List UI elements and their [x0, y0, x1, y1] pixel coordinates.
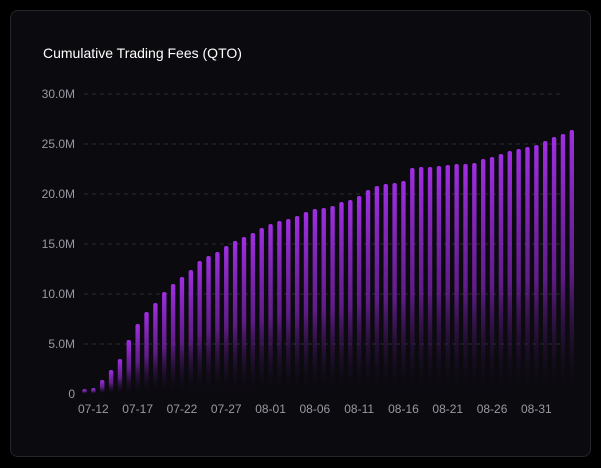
bar-09-03[interactable]	[560, 134, 566, 394]
bar-07-23[interactable]	[188, 270, 194, 394]
x-axis-ticks: 07-12 07-17 07-22 07-27 08-01 08-06 08-11 08-16…	[78, 402, 552, 416]
x-tick-label: 08-21	[432, 402, 463, 416]
bar-08-07[interactable]	[321, 208, 326, 394]
bar-08-19[interactable]	[427, 167, 433, 394]
x-tick-label: 08-06	[300, 402, 331, 416]
x-tick-label: 07-17	[122, 402, 153, 416]
bar-07-30[interactable]	[250, 233, 256, 394]
bar-07-11[interactable]	[82, 389, 87, 394]
bar-07-12[interactable]	[91, 388, 96, 394]
bar-08-12[interactable]	[365, 190, 371, 394]
bar-07-19[interactable]	[153, 303, 158, 394]
bar-07-25[interactable]	[206, 256, 211, 394]
bar-08-16[interactable]	[401, 181, 406, 394]
bar-09-01[interactable]	[543, 141, 548, 394]
bar-07-18[interactable]	[144, 312, 149, 394]
x-tick-label: 07-12	[78, 402, 109, 416]
bar-09-02[interactable]	[551, 137, 557, 394]
y-tick-label: 15.0M	[42, 237, 75, 251]
x-tick-label: 08-31	[521, 402, 552, 416]
bar-07-16[interactable]	[126, 340, 131, 394]
y-tick-label: 10.0M	[42, 287, 75, 301]
bar-08-24[interactable]	[472, 163, 477, 394]
bar-08-09[interactable]	[339, 202, 344, 394]
bar-08-08[interactable]	[330, 206, 335, 394]
y-tick-label: 0	[68, 387, 75, 401]
bar-08-30[interactable]	[525, 147, 530, 394]
bar-08-15[interactable]	[392, 183, 397, 394]
y-tick-label: 30.0M	[42, 87, 75, 101]
bar-09-04[interactable]	[569, 130, 574, 394]
bar-08-03[interactable]	[286, 219, 291, 394]
y-tick-label: 25.0M	[42, 137, 75, 151]
bar-08-20[interactable]	[436, 166, 442, 394]
bar-08-31[interactable]	[534, 145, 539, 394]
bar-07-31[interactable]	[259, 228, 264, 394]
bar-07-26[interactable]	[215, 252, 220, 394]
bar-08-05[interactable]	[303, 212, 309, 394]
bar-08-27[interactable]	[498, 154, 504, 394]
bar-08-22[interactable]	[454, 164, 459, 394]
y-tick-label: 5.0M	[48, 337, 75, 351]
bar-08-18[interactable]	[418, 167, 424, 394]
bar-07-13[interactable]	[100, 380, 105, 394]
bar-08-25[interactable]	[481, 159, 486, 394]
bar-07-20[interactable]	[162, 292, 167, 394]
y-axis-ticks: 0 5.0M 10.0M 15.0M 20.0M 25.0M 30.0M	[42, 87, 76, 401]
bar-08-04[interactable]	[294, 216, 300, 394]
x-tick-label: 08-11	[344, 402, 374, 416]
y-tick-label: 20.0M	[42, 187, 75, 201]
bar-07-14[interactable]	[108, 370, 114, 394]
bar-08-02[interactable]	[277, 221, 282, 394]
bar-08-13[interactable]	[374, 186, 380, 394]
bar-08-23[interactable]	[463, 164, 468, 394]
bar-07-27[interactable]	[224, 246, 229, 394]
x-tick-label: 08-01	[255, 402, 286, 416]
bar-07-29[interactable]	[241, 237, 247, 394]
bar-08-01[interactable]	[268, 224, 273, 394]
bar-07-21[interactable]	[170, 284, 176, 394]
bar-08-14[interactable]	[383, 184, 388, 394]
bar-08-17[interactable]	[410, 168, 415, 394]
bar-08-26[interactable]	[489, 157, 495, 394]
bar-08-21[interactable]	[445, 165, 450, 394]
bar-07-17[interactable]	[135, 324, 140, 394]
x-tick-label: 08-16	[388, 402, 419, 416]
bar-08-11[interactable]	[356, 196, 362, 394]
x-tick-label: 08-26	[477, 402, 508, 416]
bar-07-22[interactable]	[179, 277, 185, 394]
bar-07-24[interactable]	[197, 261, 202, 394]
bar-07-15[interactable]	[117, 359, 123, 394]
bar-08-06[interactable]	[312, 209, 318, 394]
bar-08-28[interactable]	[507, 151, 512, 394]
bar-07-28[interactable]	[232, 241, 238, 394]
bars	[82, 130, 574, 394]
bar-08-29[interactable]	[516, 149, 521, 394]
chart-title: Cumulative Trading Fees (QTO)	[43, 45, 242, 61]
x-tick-label: 07-27	[211, 402, 242, 416]
bar-08-10[interactable]	[348, 200, 353, 394]
x-tick-label: 07-22	[167, 402, 198, 416]
